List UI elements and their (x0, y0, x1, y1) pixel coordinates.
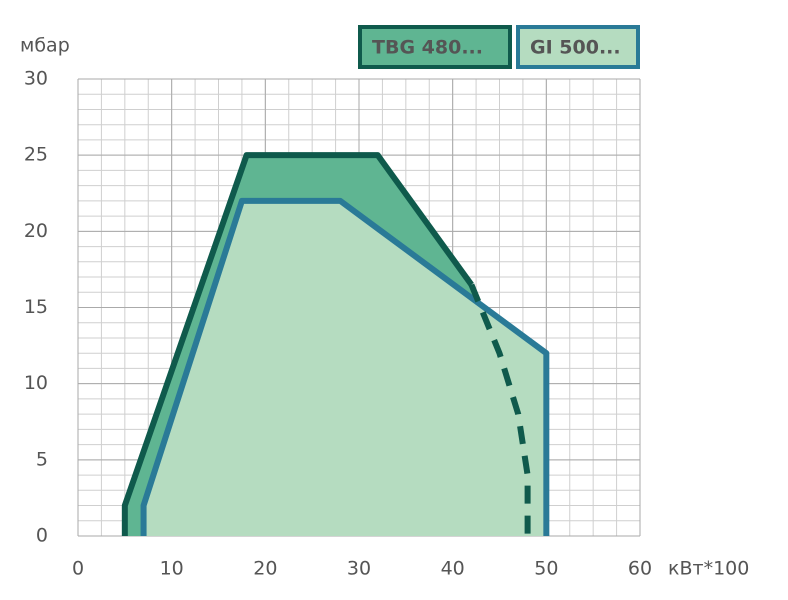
x-tick-label: 30 (347, 558, 371, 580)
x-tick-label: 40 (441, 558, 465, 580)
series-line (140, 197, 550, 536)
x-axis-label: кВт*100 (668, 558, 749, 580)
y-tick-label: 30 (24, 68, 48, 90)
legend-box (358, 25, 512, 69)
y-axis-label: мбар (20, 35, 70, 57)
y-tick-label: 15 (24, 296, 48, 318)
x-tick-label: 20 (253, 558, 277, 580)
series-line (121, 152, 474, 536)
legend-label: GI 500... (530, 37, 621, 59)
legend-box (516, 25, 640, 69)
y-tick-label: 0 (36, 525, 48, 547)
x-tick-label: 10 (160, 558, 184, 580)
series-line-dashed (468, 283, 531, 536)
y-tick-label: 5 (36, 448, 48, 470)
y-tick-label: 10 (24, 372, 48, 394)
y-tick-label: 25 (24, 144, 48, 166)
x-tick-label: 50 (534, 558, 558, 580)
x-tick-label: 60 (628, 558, 652, 580)
legend-label: TBG 480... (372, 37, 483, 59)
area-fill (143, 200, 547, 536)
y-tick-label: 20 (24, 220, 48, 242)
x-tick-label: 0 (72, 558, 84, 580)
